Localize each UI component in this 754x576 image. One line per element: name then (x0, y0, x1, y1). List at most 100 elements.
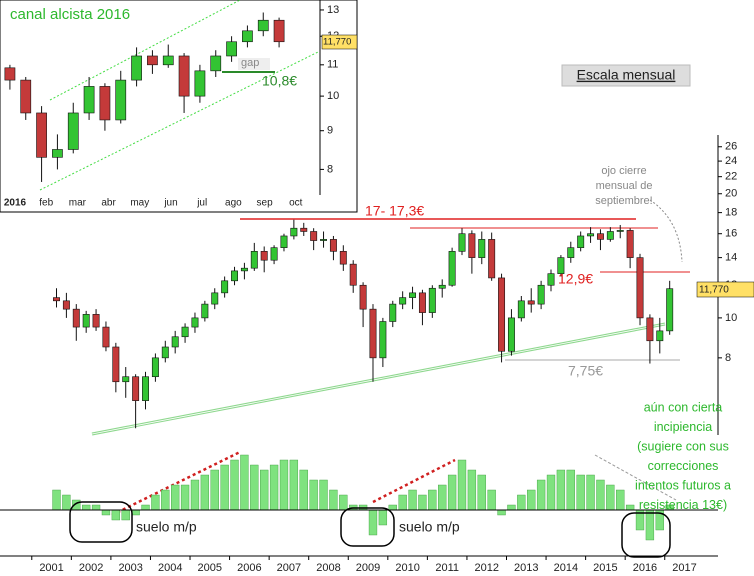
candle-body (320, 239, 327, 241)
candle-body (147, 55, 158, 66)
bar (250, 464, 259, 511)
candle-body (359, 284, 367, 310)
y-tick-label: 9 (327, 125, 333, 137)
candle-body (379, 321, 387, 359)
floor-circle (621, 512, 671, 558)
bar (467, 469, 477, 511)
candle-body (567, 247, 575, 258)
resistance-label: 17- 17,3€ (365, 203, 424, 219)
x-tick-label: ago (225, 198, 242, 209)
x-tick-label: jul (196, 198, 207, 209)
inset-title: canal alcista 2016 (10, 6, 130, 23)
x-tick-label: feb (39, 198, 53, 209)
gap-label: gap (241, 57, 259, 69)
candle-body (498, 277, 506, 352)
candle-body (300, 227, 308, 232)
candle-body (162, 55, 174, 66)
bar (606, 484, 615, 511)
candle-body (112, 346, 120, 383)
note-line: ojo cierre (601, 165, 646, 177)
candle-body (587, 233, 595, 237)
candle-body (656, 330, 664, 342)
bar (566, 469, 575, 511)
candle-body (438, 284, 446, 289)
candle-body (132, 376, 140, 401)
candle-body (210, 55, 222, 72)
x-tick-label: jun (163, 198, 177, 209)
candle-body (191, 317, 199, 328)
bar (180, 484, 190, 511)
note-line: correcciones (648, 459, 719, 473)
bar (616, 489, 625, 511)
x-tick-label: 2004 (158, 562, 182, 574)
x-tick-label: 2005 (198, 562, 222, 574)
bar (329, 489, 338, 511)
bar (299, 469, 308, 511)
oscillator-trend (594, 454, 677, 501)
candle-body (260, 251, 268, 261)
candle-body (92, 314, 100, 328)
inset-chart: 89101112132016febmarabrmayjunjulagosepoc… (4, 0, 358, 209)
bar (586, 474, 595, 511)
support-label: 10,8€ (262, 73, 297, 89)
x-tick-label: 2010 (395, 562, 419, 574)
bar (596, 479, 605, 511)
last-price-box (321, 34, 358, 50)
bar (200, 474, 210, 511)
trend-line (91, 323, 666, 435)
bar (497, 509, 506, 516)
candle-body (171, 336, 179, 348)
x-tick-label: oct (289, 198, 303, 209)
bar (388, 504, 397, 511)
candle-body (36, 112, 47, 158)
x-tick-label: 2007 (277, 562, 301, 574)
bar (487, 489, 496, 511)
note-line: aún con cierta (644, 400, 723, 414)
candle-body (636, 257, 644, 319)
x-tick-label: 2003 (118, 562, 142, 574)
bar (190, 479, 200, 511)
bar (576, 474, 585, 511)
x-tick-label: 2015 (593, 562, 617, 574)
support-label: 7,75€ (568, 363, 603, 379)
y-tick-label: 20 (725, 188, 737, 200)
candle-body (557, 257, 565, 274)
candle-body (194, 70, 206, 97)
note-line: resistencia 13€) (639, 498, 727, 512)
y-tick-label: 8 (327, 163, 333, 175)
candle-body (517, 300, 525, 319)
candle-body (537, 284, 545, 305)
bar (141, 504, 150, 511)
note-line: intentos futuros a (635, 478, 731, 492)
x-tick-label: 2014 (554, 562, 578, 574)
last-price-box (696, 281, 754, 298)
note-line: septiembre! (595, 195, 652, 207)
bar (171, 484, 180, 511)
bar (101, 509, 111, 516)
candle-body (527, 300, 535, 305)
bar (477, 474, 486, 511)
bar (438, 484, 447, 511)
x-tick-label: 2013 (514, 562, 538, 574)
candle-body (226, 41, 237, 57)
candle-body (339, 251, 347, 265)
candle-body (115, 79, 127, 121)
candle-body (409, 292, 417, 298)
candle-body (82, 314, 90, 328)
y-tick-label: 10 (327, 90, 339, 102)
note-pointer (649, 199, 683, 263)
bar (507, 504, 516, 511)
candle-body (4, 67, 16, 81)
floor-circle (340, 507, 395, 547)
gap-box (238, 58, 270, 70)
candle-body (161, 346, 169, 359)
x-tick-label: 2001 (39, 562, 63, 574)
x-tick-label: 2006 (237, 562, 261, 574)
candle-body (273, 19, 285, 43)
bar (161, 489, 170, 511)
bar (398, 494, 407, 511)
bar (428, 489, 437, 511)
bar (151, 494, 160, 511)
bar (62, 494, 71, 511)
y-tick-label: 24 (725, 155, 737, 167)
